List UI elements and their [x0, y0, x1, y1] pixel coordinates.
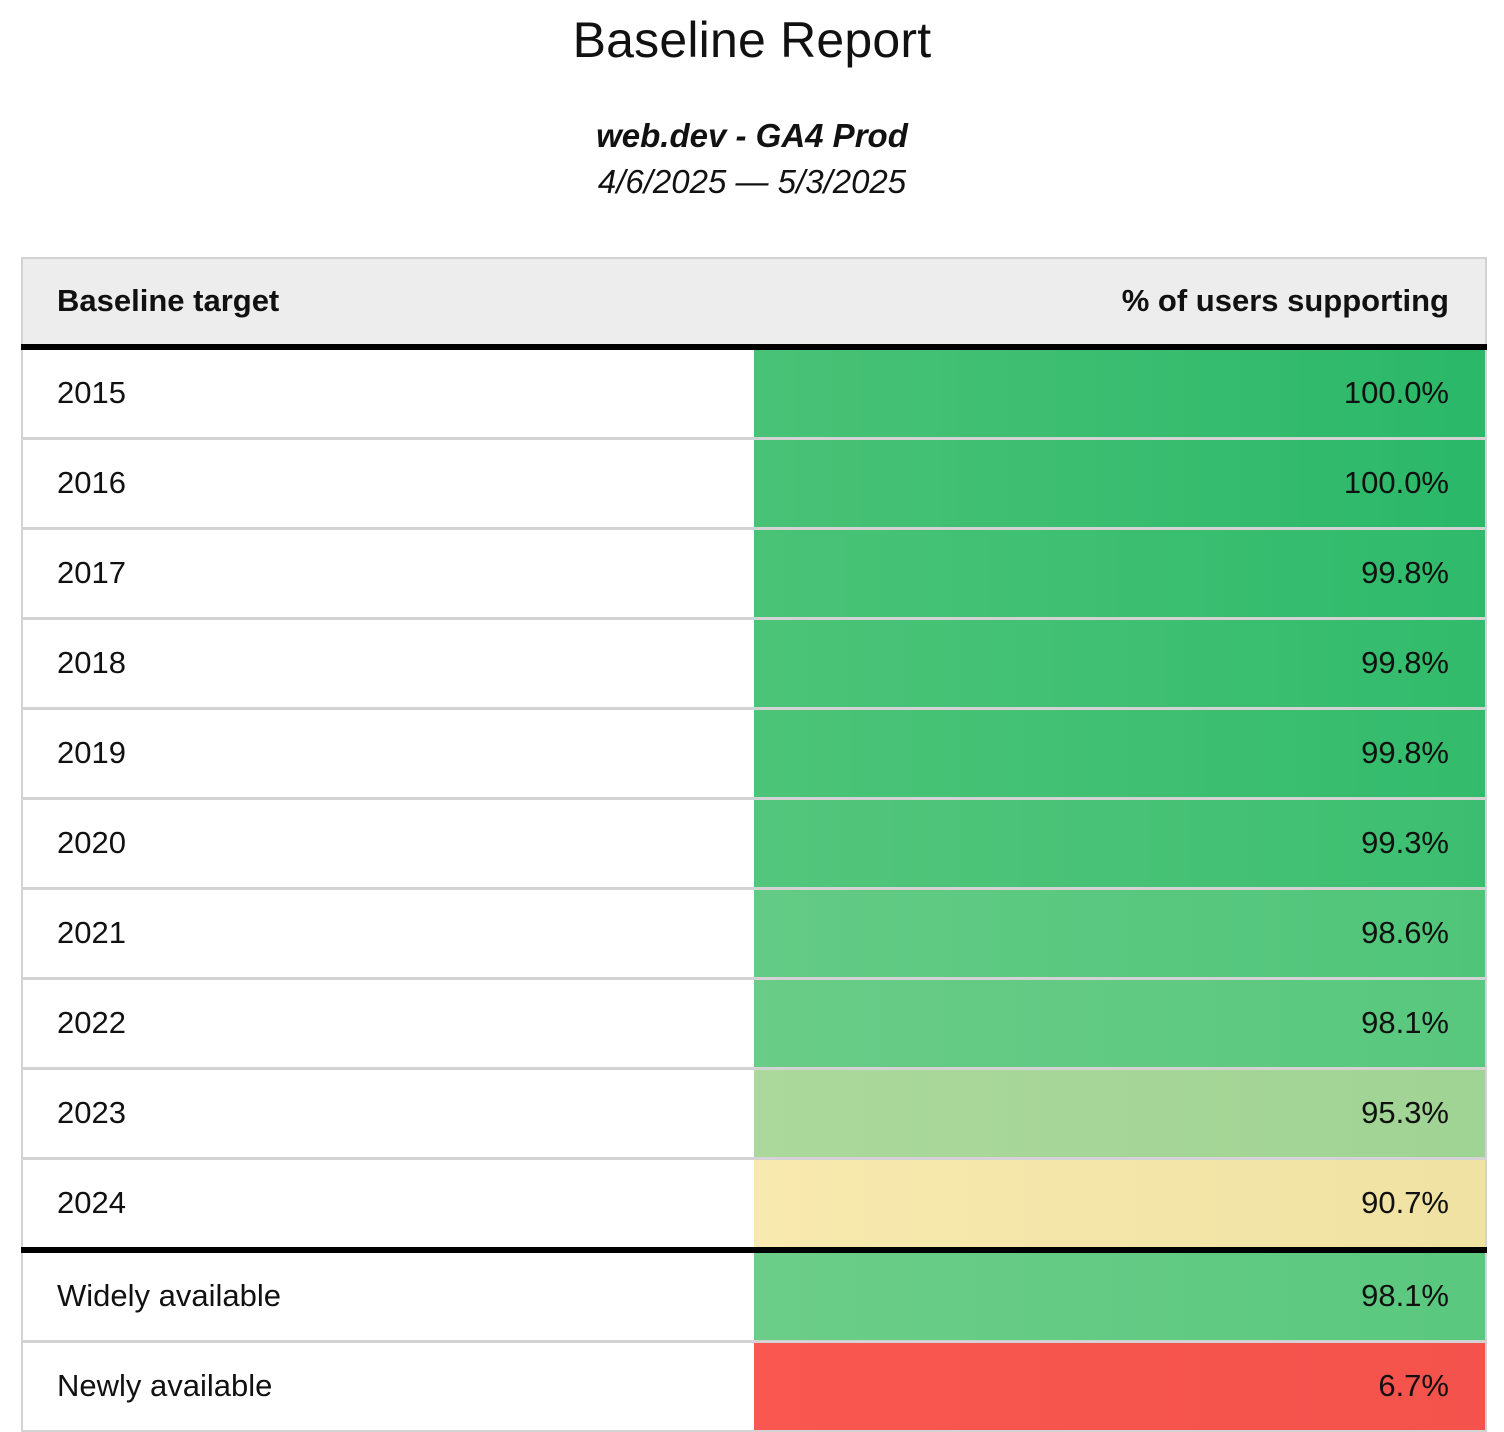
- baseline-target-cell: Widely available: [22, 1246, 754, 1341]
- baseline-target-cell: 2024: [22, 1156, 754, 1250]
- baseline-target-cell: 2016: [22, 436, 754, 528]
- report-property-subtitle: web.dev - GA4 Prod: [596, 116, 908, 154]
- page-title: Baseline Report: [572, 12, 932, 68]
- table-row-newly-available: Newly available 6.7%: [22, 1339, 1486, 1431]
- table-row-2021: 2021 98.6%: [22, 886, 1486, 978]
- table-row-2019: 2019 99.8%: [22, 706, 1486, 798]
- percent-supporting-cell: 90.7%: [754, 1156, 1486, 1250]
- column-header-percent-supporting: % of users supporting: [754, 257, 1486, 350]
- percent-supporting-cell: 100.0%: [754, 346, 1486, 438]
- baseline-target-cell: 2015: [22, 346, 754, 438]
- baseline-target-cell: 2022: [22, 976, 754, 1068]
- table-row-2022: 2022 98.1%: [22, 976, 1486, 1068]
- table-row-widely-available: Widely available 98.1%: [22, 1246, 1486, 1341]
- header-row: Baseline target % of users supporting: [22, 257, 1486, 350]
- table-row-2020: 2020 99.3%: [22, 796, 1486, 888]
- percent-supporting-cell: 98.6%: [754, 886, 1486, 978]
- baseline-target-cell: 2019: [22, 706, 754, 798]
- percent-supporting-cell: 6.7%: [754, 1339, 1486, 1431]
- table-header: Baseline target % of users supporting: [22, 257, 1486, 350]
- baseline-target-cell: Newly available: [22, 1339, 754, 1431]
- percent-supporting-cell: 99.8%: [754, 526, 1486, 618]
- baseline-target-cell: 2021: [22, 886, 754, 978]
- baseline-target-cell: 2023: [22, 1066, 754, 1158]
- baseline-target-cell: 2018: [22, 616, 754, 708]
- baseline-target-cell: 2017: [22, 526, 754, 618]
- table-row-2015: 2015 100.0%: [22, 346, 1486, 438]
- table-body: 2015 100.0% 2016 100.0% 2017 99.8% 2018 …: [22, 346, 1486, 1431]
- percent-supporting-cell: 99.3%: [754, 796, 1486, 888]
- percent-supporting-cell: 98.1%: [754, 1246, 1486, 1341]
- percent-supporting-cell: 98.1%: [754, 976, 1486, 1068]
- percent-supporting-cell: 95.3%: [754, 1066, 1486, 1158]
- baseline-target-cell: 2020: [22, 796, 754, 888]
- table-row-2016: 2016 100.0%: [22, 436, 1486, 528]
- report-date-range: 4/6/2025 — 5/3/2025: [597, 162, 907, 200]
- percent-supporting-cell: 99.8%: [754, 706, 1486, 798]
- percent-supporting-cell: 99.8%: [754, 616, 1486, 708]
- baseline-support-table: Baseline target % of users supporting 20…: [21, 256, 1487, 1432]
- table-row-2023: 2023 95.3%: [22, 1066, 1486, 1158]
- table-row-2018: 2018 99.8%: [22, 616, 1486, 708]
- column-header-baseline-target: Baseline target: [22, 257, 754, 350]
- table-row-2017: 2017 99.8%: [22, 526, 1486, 618]
- table-row-2024: 2024 90.7%: [22, 1156, 1486, 1250]
- percent-supporting-cell: 100.0%: [754, 436, 1486, 528]
